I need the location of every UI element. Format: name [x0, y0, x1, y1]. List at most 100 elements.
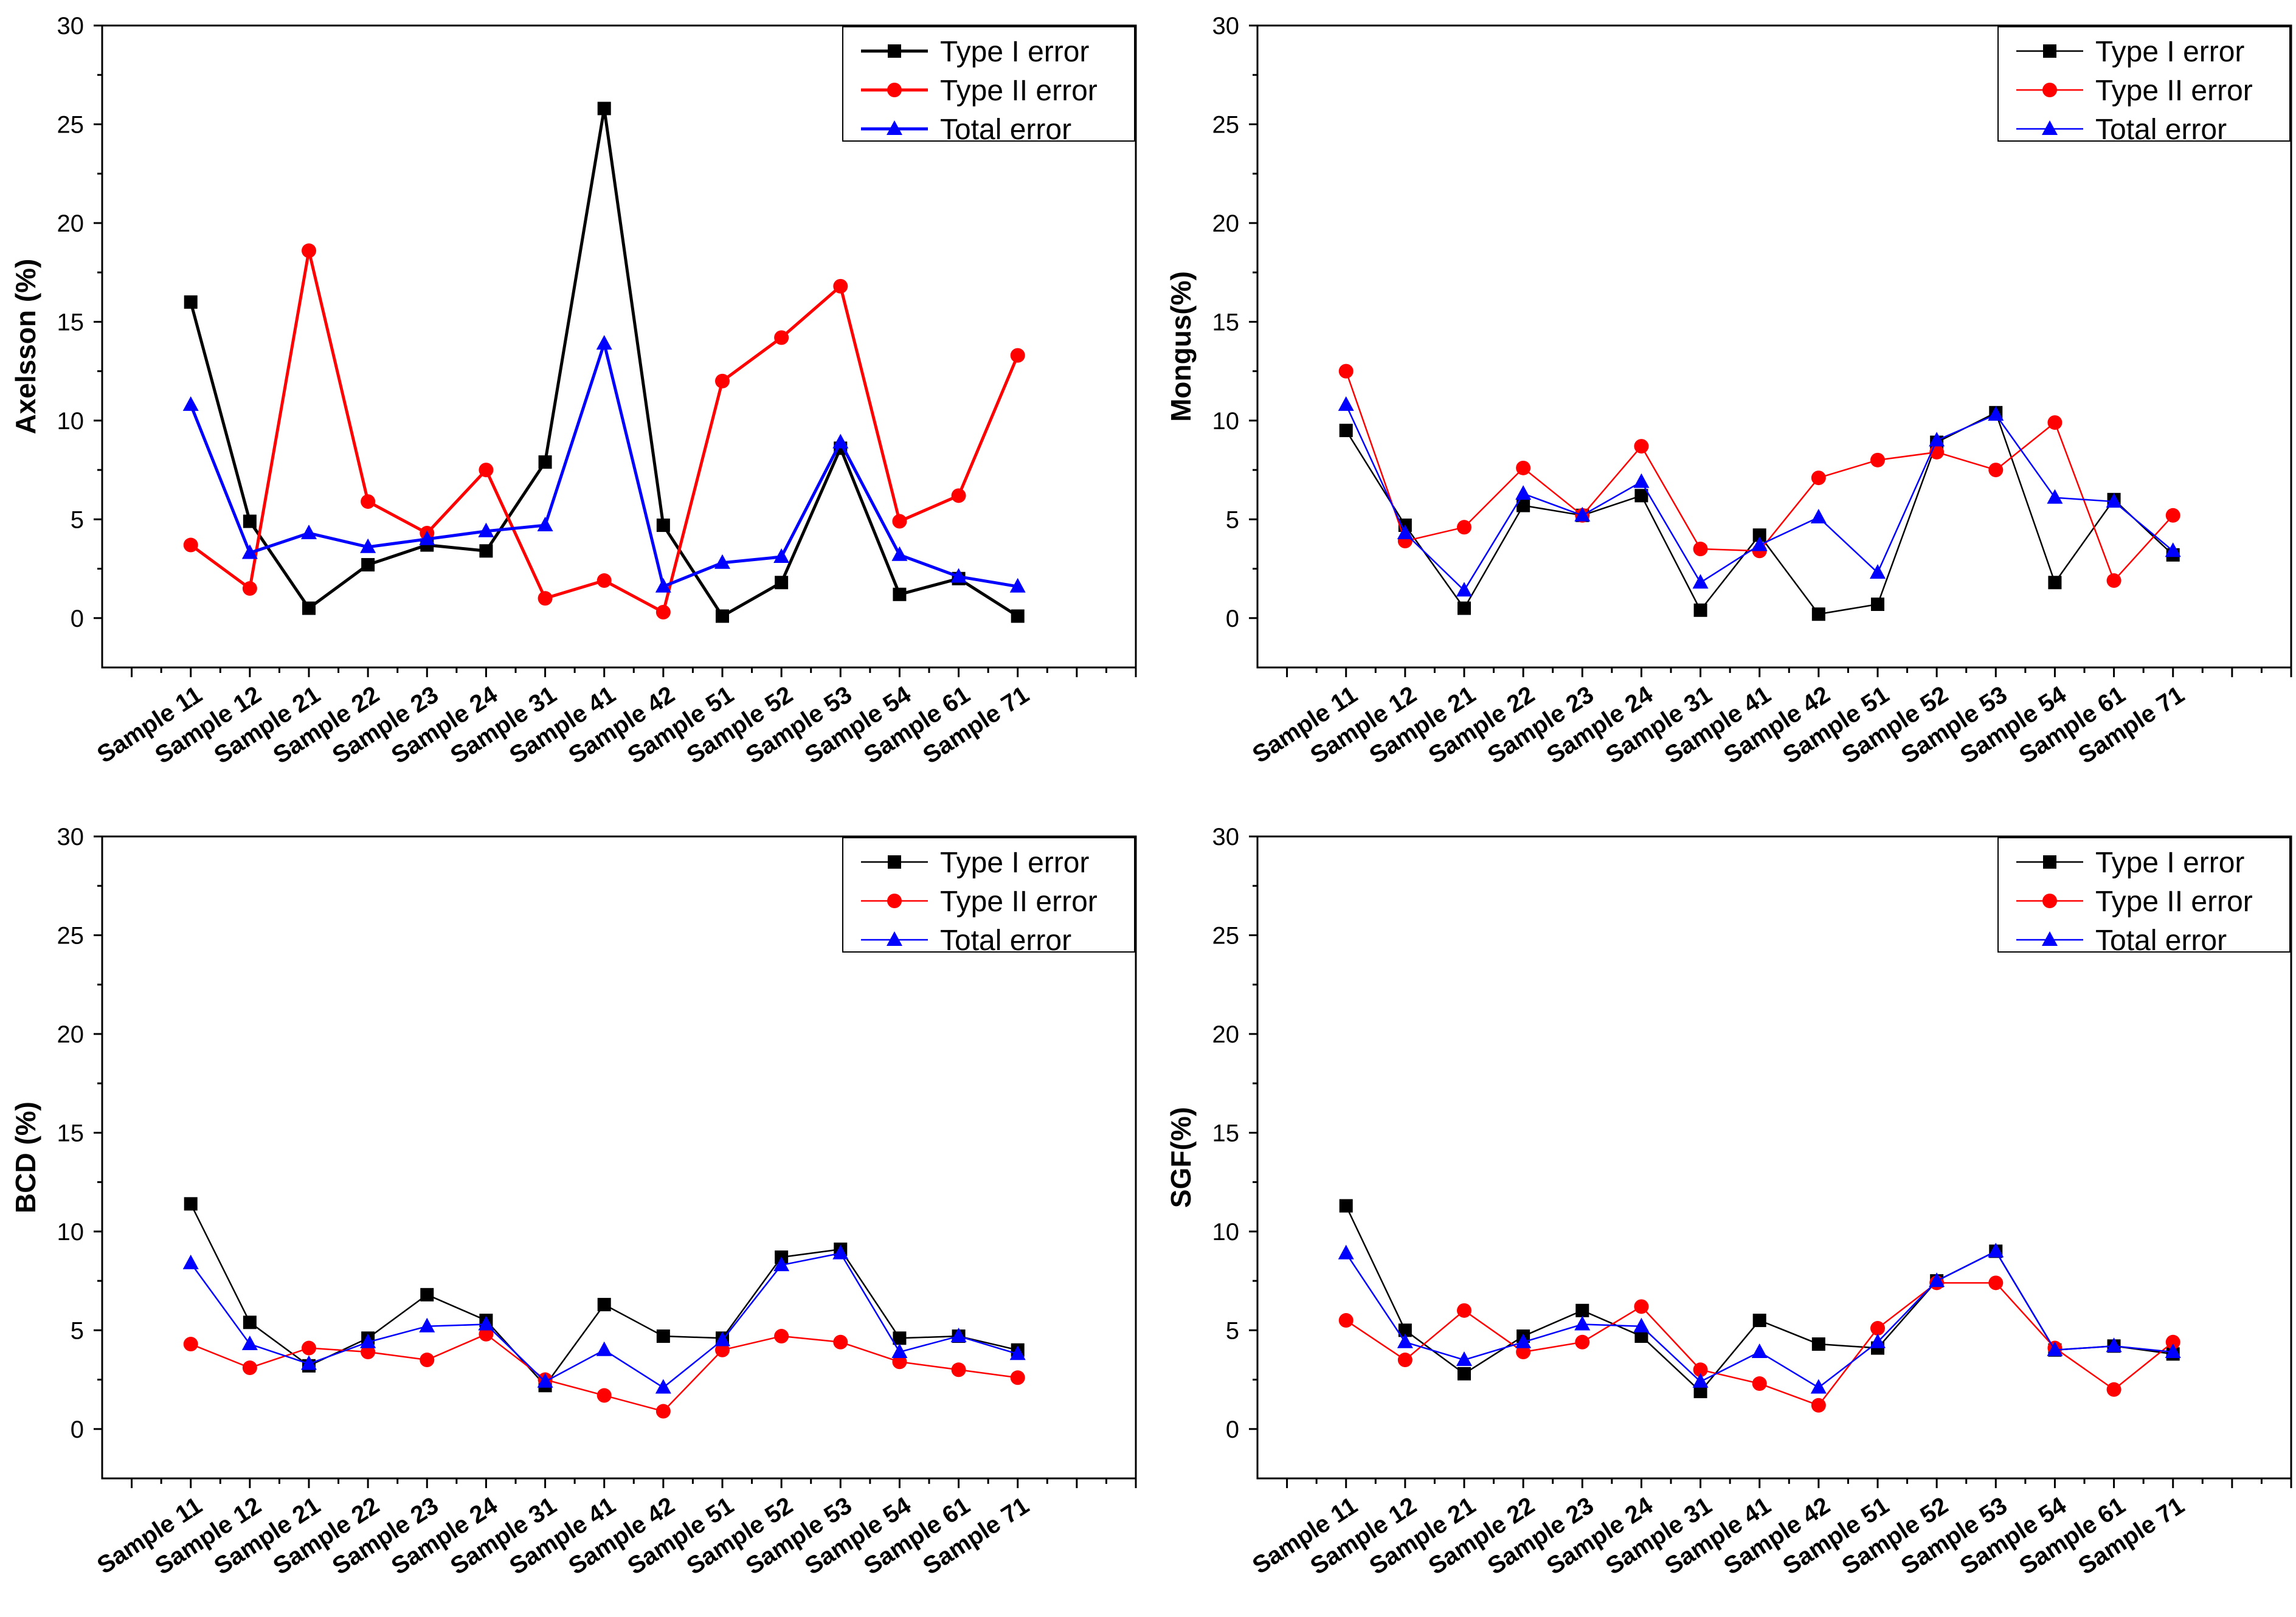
- sgf-series-2-point: [1634, 1299, 1649, 1314]
- sgf-series-3-point: [1929, 1272, 1945, 1288]
- mongus-legend-label: Type II error: [2095, 75, 2253, 107]
- sgf-series-1-point: [1693, 1385, 1707, 1399]
- sgf-series-3-point: [1633, 1317, 1650, 1333]
- sgf-series-1-point: [1575, 1303, 1589, 1317]
- mongus-series-1-point: [1457, 601, 1471, 615]
- mongus-series-3-point: [1988, 406, 2004, 421]
- mongus-series-3-point: [2165, 542, 2181, 557]
- mongus-series-3-point: [1574, 506, 1591, 522]
- sgf-series-2-point: [1870, 1321, 1885, 1336]
- sgf-y-tick-label: 5: [1226, 1317, 1239, 1344]
- axelsson-series-2-point: [538, 591, 553, 606]
- bcd-series-2-point: [479, 1326, 494, 1342]
- bcd-series-2-point: [1010, 1370, 1025, 1385]
- sgf-legend-swatch-marker: [2042, 894, 2057, 908]
- sgf-series-3-point: [2047, 1341, 2063, 1356]
- mongus-series-1-point: [2048, 576, 2062, 590]
- mongus-legend: Type I error Type II error Total error: [1997, 26, 2291, 146]
- sgf-series-3-point: [1870, 1333, 1886, 1348]
- mongus-y-tick-label: 15: [1212, 309, 1240, 336]
- bcd-y-tick-label: 10: [57, 1219, 85, 1246]
- sgf-series-3-point: [1751, 1343, 1768, 1359]
- bcd-y-tick-label: 5: [71, 1317, 84, 1344]
- sgf-series-3-point: [2106, 1337, 2122, 1353]
- mongus-series-2-point: [1811, 471, 1826, 486]
- mongus-series-1-point: [1693, 603, 1707, 617]
- bcd-series-2: [183, 1326, 1025, 1419]
- sgf-legend-label: Type I error: [2095, 847, 2244, 879]
- sgf-y-tick-label: 25: [1212, 922, 1240, 949]
- sgf-series-2-point: [1988, 1275, 2004, 1291]
- bcd-series-3-point: [182, 1254, 199, 1269]
- axelsson-series-3-point: [596, 335, 612, 350]
- axelsson-series-2: [183, 243, 1025, 620]
- sgf-series-1-point: [1811, 1337, 1825, 1351]
- axelsson-y-tick-label: 10: [57, 408, 85, 435]
- mongus-series-3-point: [1633, 473, 1650, 488]
- mongus-y-tick-label: 30: [1212, 13, 1240, 40]
- bcd-series-3-point: [950, 1328, 967, 1343]
- bcd-series-2-point: [774, 1329, 789, 1344]
- axelsson-legend-swatch-marker: [888, 44, 901, 58]
- sgf-series-3: [1338, 1243, 2181, 1394]
- bcd-y-axis-title: BCD (%): [10, 1102, 41, 1213]
- bcd-series-2-point: [892, 1354, 907, 1370]
- mongus-series-3-point: [1929, 432, 1945, 447]
- sgf-y-tick-label: 20: [1212, 1021, 1240, 1048]
- sgf-y-tick-label: 15: [1212, 1120, 1240, 1146]
- mongus-series-3-point: [1338, 396, 1354, 411]
- mongus-plot-frame: [1256, 24, 2292, 669]
- mongus-y-tick-label: 25: [1212, 111, 1240, 138]
- sgf-y-axis-title: SGF(%): [1165, 1107, 1197, 1208]
- axelsson-series-3-point: [655, 578, 671, 593]
- sgf-series-2-point: [2106, 1382, 2121, 1397]
- sgf-series-3-point: [1338, 1244, 1354, 1260]
- axelsson-series-3-point: [419, 530, 435, 545]
- sgf-series-2-point: [1397, 1353, 1413, 1368]
- bcd-series-3-point: [655, 1379, 671, 1394]
- axelsson-series-2-point: [774, 330, 789, 345]
- bcd-series-3-point: [714, 1331, 730, 1346]
- sgf-series-1: [1339, 1199, 2180, 1399]
- sgf-y-tick-label: 10: [1212, 1219, 1240, 1246]
- axelsson-y-tick-label: 5: [71, 506, 84, 533]
- sgf-legend-label: Type II error: [2095, 886, 2253, 918]
- mongus-y-tick-label: 10: [1212, 408, 1240, 435]
- bcd-series-3-point: [1009, 1345, 1026, 1360]
- axelsson-series-2-point: [242, 581, 257, 596]
- sgf-plot-frame: [1256, 835, 2292, 1480]
- bcd-series-3-point: [241, 1336, 258, 1351]
- axelsson-y-tick-label: 15: [57, 309, 85, 336]
- axelsson-series-2-point: [715, 373, 730, 388]
- sgf-series-3-point: [2165, 1343, 2181, 1359]
- axelsson-series-2-point: [183, 537, 198, 553]
- bcd-series-3: [182, 1244, 1026, 1394]
- mongus-series-2-point: [2165, 508, 2180, 523]
- mongus-series-2-point: [1457, 520, 1471, 535]
- axelsson-series-1-point: [775, 576, 789, 590]
- axelsson-y-axis-title: Axelsson (%): [10, 259, 41, 435]
- mongus-series-1-point: [1811, 607, 1825, 621]
- sgf-series-2-point: [1575, 1334, 1590, 1350]
- sgf-series-3-point: [1574, 1315, 1591, 1331]
- axelsson-legend-label: Type II error: [940, 75, 1098, 107]
- bcd-series-1-point: [184, 1197, 198, 1211]
- axelsson-series-1-point: [479, 544, 493, 558]
- sgf-series-2-point: [1516, 1345, 1531, 1360]
- bcd-legend-label: Type I error: [940, 847, 1089, 879]
- mongus-series-2-point: [1988, 463, 2004, 478]
- axelsson-series-3-point: [891, 546, 908, 561]
- bcd-series-3-point: [537, 1373, 553, 1388]
- sgf-series-2: [1338, 1275, 2180, 1413]
- axelsson-series-2-point: [655, 605, 671, 620]
- sgf-series-1-point: [1634, 1329, 1648, 1343]
- bcd-series-3-point: [478, 1315, 494, 1331]
- mongus-series-3-point: [1870, 564, 1886, 579]
- axelsson-series-1-point: [597, 102, 611, 116]
- mongus-series-3-point: [1810, 509, 1827, 524]
- bcd-series-1-point: [420, 1288, 434, 1302]
- axelsson-series-1-point: [656, 519, 670, 533]
